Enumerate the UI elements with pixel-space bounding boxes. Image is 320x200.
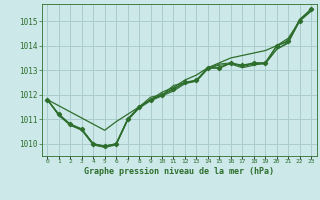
- X-axis label: Graphe pression niveau de la mer (hPa): Graphe pression niveau de la mer (hPa): [84, 167, 274, 176]
